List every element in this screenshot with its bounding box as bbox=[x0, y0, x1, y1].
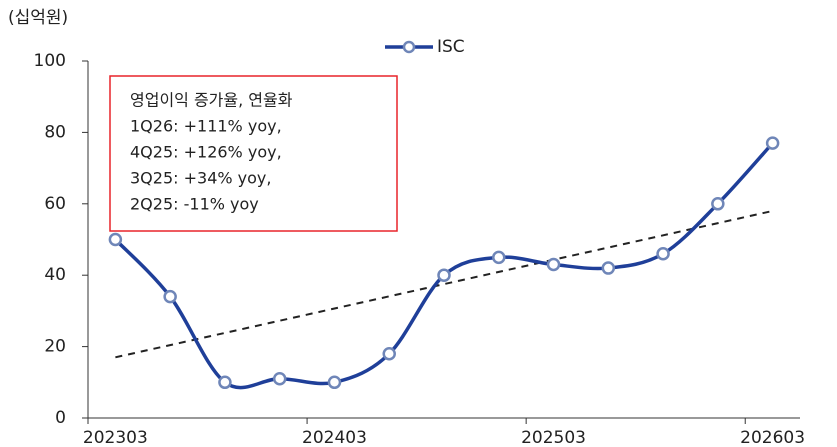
annotation-box bbox=[109, 75, 398, 232]
y-tick-label: 40 bbox=[44, 265, 66, 285]
marker bbox=[108, 232, 123, 247]
annotation-text: 3Q25: +34% yoy, bbox=[130, 169, 271, 188]
y-tick-label: 0 bbox=[55, 408, 66, 428]
annotation-text: 4Q25: +126% yoy, bbox=[130, 143, 282, 162]
x-tick-label: 202403 bbox=[302, 428, 367, 447]
marker bbox=[656, 247, 670, 261]
marker bbox=[711, 197, 725, 211]
annotation-text: 2Q25: -11% yoy bbox=[130, 195, 259, 214]
y-tick-label: 60 bbox=[44, 194, 66, 214]
x-tick-label: 202303 bbox=[83, 428, 148, 447]
y-tick-label: 80 bbox=[44, 122, 66, 142]
legend-marker bbox=[402, 40, 416, 54]
marker bbox=[492, 250, 506, 265]
unit-label: (십억원) bbox=[8, 8, 68, 28]
x-tick-label: 202503 bbox=[521, 428, 586, 447]
annotation-text: 1Q26: +111% yoy, bbox=[130, 117, 282, 136]
y-tick-label: 100 bbox=[34, 51, 66, 71]
marker bbox=[601, 261, 616, 275]
y-tick-label: 20 bbox=[44, 337, 66, 357]
legend-label: ISC bbox=[437, 37, 465, 57]
annotation-text: 영업이익 증가율, 연율화 bbox=[130, 91, 293, 110]
marker bbox=[546, 257, 561, 272]
marker bbox=[327, 375, 342, 390]
trend-line bbox=[115, 209, 773, 359]
marker bbox=[272, 371, 287, 386]
marker bbox=[437, 268, 451, 282]
marker bbox=[218, 375, 232, 390]
x-tick-label: 202603 bbox=[740, 428, 805, 447]
marker bbox=[382, 346, 396, 361]
marker bbox=[163, 289, 177, 304]
marker bbox=[765, 136, 780, 150]
